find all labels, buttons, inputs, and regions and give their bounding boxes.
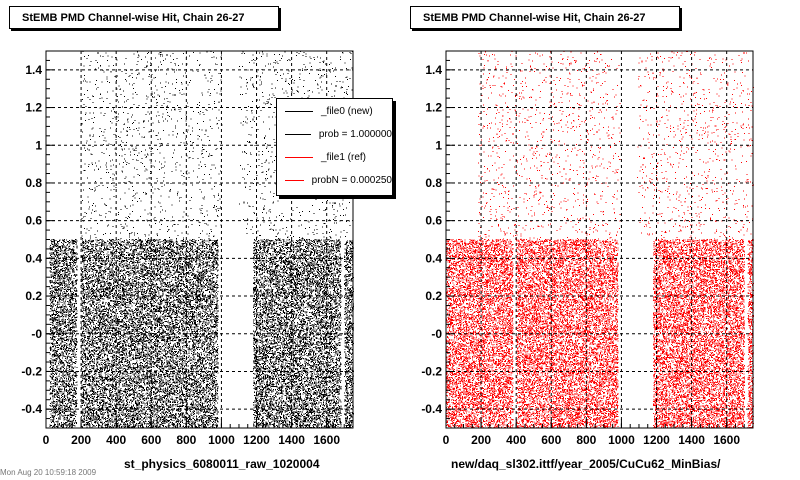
x-tick-label: 1200	[243, 433, 270, 447]
x-tick-label: 200	[471, 433, 491, 447]
x-axis-label-left: st_physics_6080011_raw_1020004	[124, 457, 320, 471]
y-tick-label: 0.4	[425, 251, 442, 265]
x-tick-label: 1400	[278, 433, 305, 447]
axis-ticks	[445, 50, 754, 429]
x-tick-label: 0	[443, 433, 450, 447]
chart-title-left: StEMB PMD Channel-wise Hit, Chain 26-27	[9, 6, 279, 29]
y-tick-label: -0.4	[421, 402, 442, 416]
grid	[446, 51, 753, 428]
legend-swatch	[285, 133, 311, 135]
y-tick-label: 0.4	[25, 251, 42, 265]
y-tick-label: -0.2	[421, 364, 442, 378]
x-tick-label: 800	[176, 433, 196, 447]
x-tick-label: 1000	[608, 433, 635, 447]
y-tick-label: 0.8	[425, 176, 442, 190]
x-tick-label: 600	[141, 433, 161, 447]
chart-title-right: StEMB PMD Channel-wise Hit, Chain 26-27	[410, 6, 680, 29]
x-tick-label: 800	[576, 433, 596, 447]
x-tick-label: 1200	[643, 433, 670, 447]
x-tick-label: 400	[506, 433, 526, 447]
x-tick-label: 600	[541, 433, 561, 447]
legend-label: _file0 (new)	[321, 105, 373, 117]
legend-label: prob = 1.000000	[318, 128, 392, 140]
legend-swatch	[285, 179, 304, 181]
y-tick-label: -0.2	[21, 364, 42, 378]
y-tick-label: 0.8	[25, 176, 42, 190]
x-tick-label: 1400	[678, 433, 705, 447]
legend-entry: prob = 1.000000	[277, 124, 392, 144]
hit-point-cloud	[446, 50, 754, 429]
scatter-plot-right: 0 200 400 600 800 1000 1200 1400 1600 -0.4 -0.2 -0 0…	[421, 50, 754, 447]
legend-swatch	[285, 110, 313, 112]
hit-points	[446, 50, 754, 429]
x-tick-label: 1600	[313, 433, 340, 447]
legend-entry: _file1 (ref)	[277, 147, 392, 167]
y-tick-label: 1.4	[25, 63, 42, 77]
legend-swatch	[285, 156, 313, 158]
x-axis-label-right: new/daq_sl302.ittf/year_2005/CuCu62_MinB…	[451, 457, 721, 471]
y-tick-label: 1.2	[25, 101, 42, 115]
legend-label: _file1 (ref)	[321, 151, 367, 163]
y-tick-label: 0.2	[425, 289, 442, 303]
axis-ticks	[45, 50, 354, 429]
x-tick-label: 400	[106, 433, 126, 447]
y-tick-label: 0.2	[25, 289, 42, 303]
timestamp-footer: Mon Aug 20 10:59:18 2009	[0, 468, 97, 477]
legend-label: probN = 0.000250	[311, 174, 392, 186]
y-tick-label: -0.4	[21, 402, 42, 416]
y-tick-label: -0	[431, 327, 442, 341]
y-tick-label: 1.2	[425, 101, 442, 115]
x-tick-label: 1600	[713, 433, 740, 447]
legend-entry: _file0 (new)	[277, 101, 392, 121]
x-tick-label: 200	[71, 433, 91, 447]
y-tick-label: -0	[31, 327, 42, 341]
y-tick-label: 1	[435, 138, 442, 152]
legend: _file0 (new) prob = 1.000000 _file1 (ref…	[276, 98, 393, 196]
legend-entry: probN = 0.000250	[277, 170, 392, 190]
y-tick-label: 0.6	[25, 214, 42, 228]
y-tick-label: 1	[35, 138, 42, 152]
y-tick-label: 1.4	[425, 63, 442, 77]
x-tick-label: 0	[43, 433, 50, 447]
x-tick-label: 1000	[208, 433, 235, 447]
y-tick-label: 0.6	[425, 214, 442, 228]
